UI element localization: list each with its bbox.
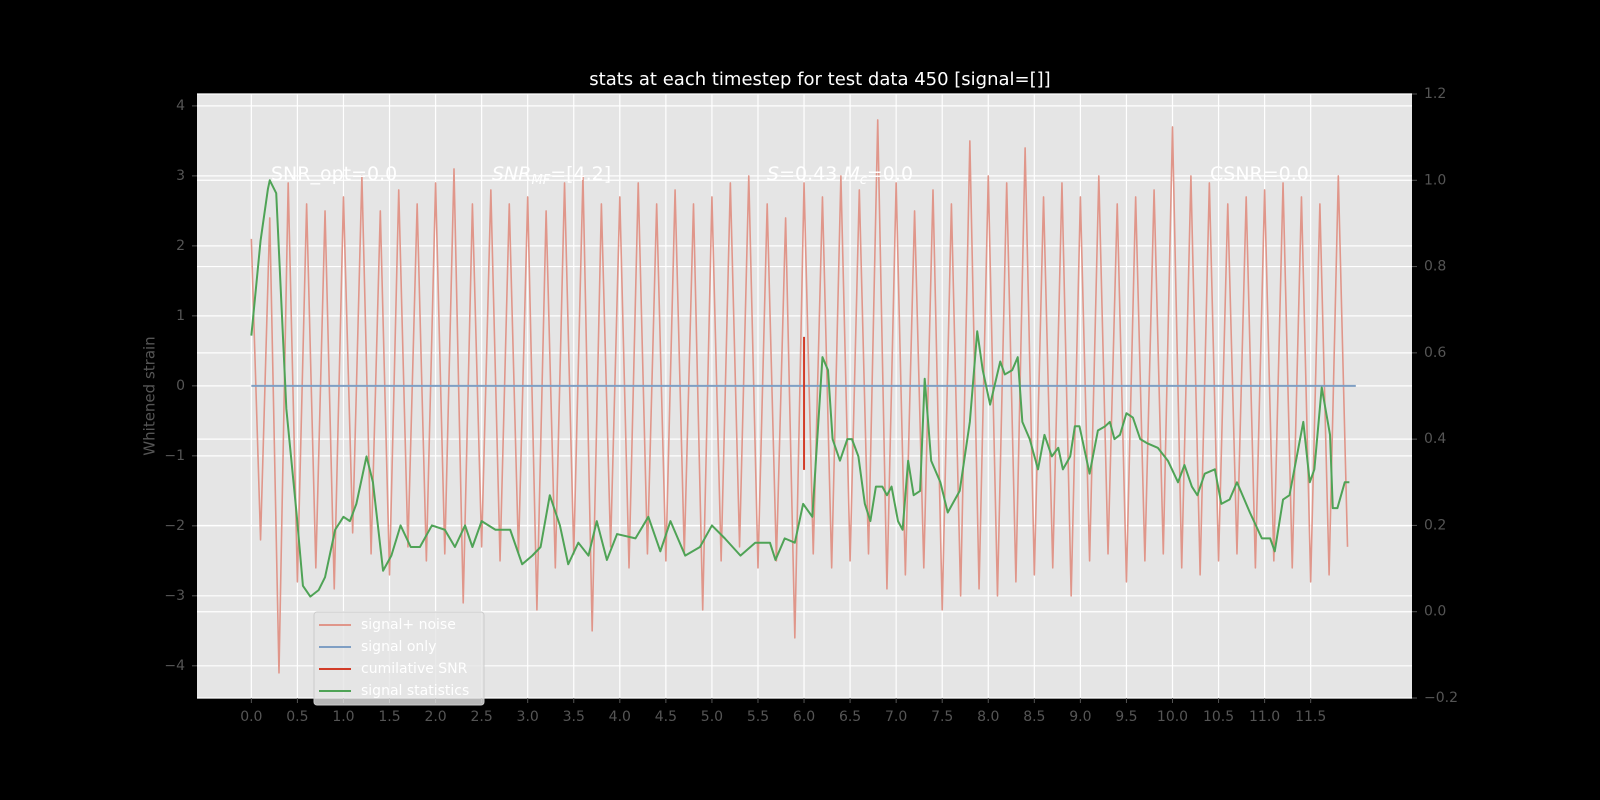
x-tick-label: 0.5 [286, 709, 308, 725]
x-tick-label: 1.0 [332, 709, 354, 725]
y2-tick-label: 1.0 [1424, 172, 1446, 188]
legend-label: signal statistics [361, 683, 469, 699]
annotation-part: =0.0 [867, 163, 913, 185]
y2-tick-label: 0.4 [1424, 431, 1446, 447]
x-tick-label: 11.5 [1295, 709, 1326, 725]
y-tick-label: −4 [164, 658, 185, 674]
y-tick-label: 2 [176, 238, 185, 254]
series-line [250, 119, 1349, 674]
x-tick-label: 7.5 [931, 709, 953, 725]
x-tick-label: 11.0 [1249, 709, 1280, 725]
annotation-part: MF [531, 173, 550, 188]
annotation-part: =0.43 [779, 163, 843, 185]
legend-label: signal+ noise [361, 617, 456, 633]
annotation-part: c [860, 173, 867, 188]
y-tick-label: 0 [176, 378, 185, 394]
annotation-part: S [767, 163, 779, 185]
legend-box [313, 611, 485, 706]
x-tick-label: 7.0 [885, 709, 907, 725]
annotation-part: SNR [492, 163, 531, 185]
y-axis-label: Whitened strain [141, 336, 159, 455]
x-tick-label: 5.5 [747, 709, 769, 725]
x-tick-label: 2.5 [471, 709, 493, 725]
legend-label: signal only [361, 639, 436, 655]
y2-tick-label: 0.8 [1424, 259, 1446, 275]
annotation-part: CSNR=0.0 [1210, 163, 1309, 185]
x-tick-label: 6.5 [839, 709, 861, 725]
x-tick-label: 4.5 [655, 709, 677, 725]
x-tick-label: 9.0 [1069, 709, 1091, 725]
y2-tick-label: 1.2 [1424, 86, 1446, 102]
x-tick-label: 10.0 [1157, 709, 1188, 725]
annotation: CSNR=0.0 [1210, 163, 1309, 185]
x-tick-label: 3.5 [563, 709, 585, 725]
y-tick-label: −3 [164, 588, 185, 604]
series-line [250, 179, 1350, 598]
y2-tick-label: −0.2 [1424, 690, 1458, 706]
y-tick-label: 1 [176, 308, 185, 324]
x-tick-label: 10.5 [1203, 709, 1234, 725]
x-tick-label: 2.0 [424, 709, 446, 725]
x-tick-label: 9.5 [1115, 709, 1137, 725]
chart-title: stats at each timestep for test data 450… [589, 69, 1050, 90]
annotation: S=0.43 Mc=0.0 [767, 163, 913, 188]
x-tick-label: 6.0 [793, 709, 815, 725]
x-tick-label: 3.0 [517, 709, 539, 725]
y2-tick-label: 0.0 [1424, 604, 1446, 620]
annotation: SNR_opt=0.0 [271, 163, 397, 185]
annotation-part: M [843, 163, 859, 185]
annotation-part: SNR_opt=0.0 [271, 163, 397, 185]
x-tick-label: 1.5 [378, 709, 400, 725]
legend-label: cumilative SNR [361, 661, 468, 677]
x-tick-label: 5.0 [701, 709, 723, 725]
y-tick-label: −1 [164, 448, 185, 464]
y2-tick-label: 0.6 [1424, 345, 1446, 361]
y2-tick-label: 0.2 [1424, 517, 1446, 533]
x-tick-label: 8.0 [977, 709, 999, 725]
x-tick-label: 0.0 [240, 709, 262, 725]
y-tick-label: 4 [176, 98, 185, 114]
annotation-part: =[4.2] [550, 163, 611, 185]
x-tick-label: 8.5 [1023, 709, 1045, 725]
x-tick-label: 4.0 [609, 709, 631, 725]
annotation: SNRMF=[4.2] [492, 163, 611, 188]
y-tick-label: 3 [176, 168, 185, 184]
y-tick-label: −2 [164, 518, 185, 534]
